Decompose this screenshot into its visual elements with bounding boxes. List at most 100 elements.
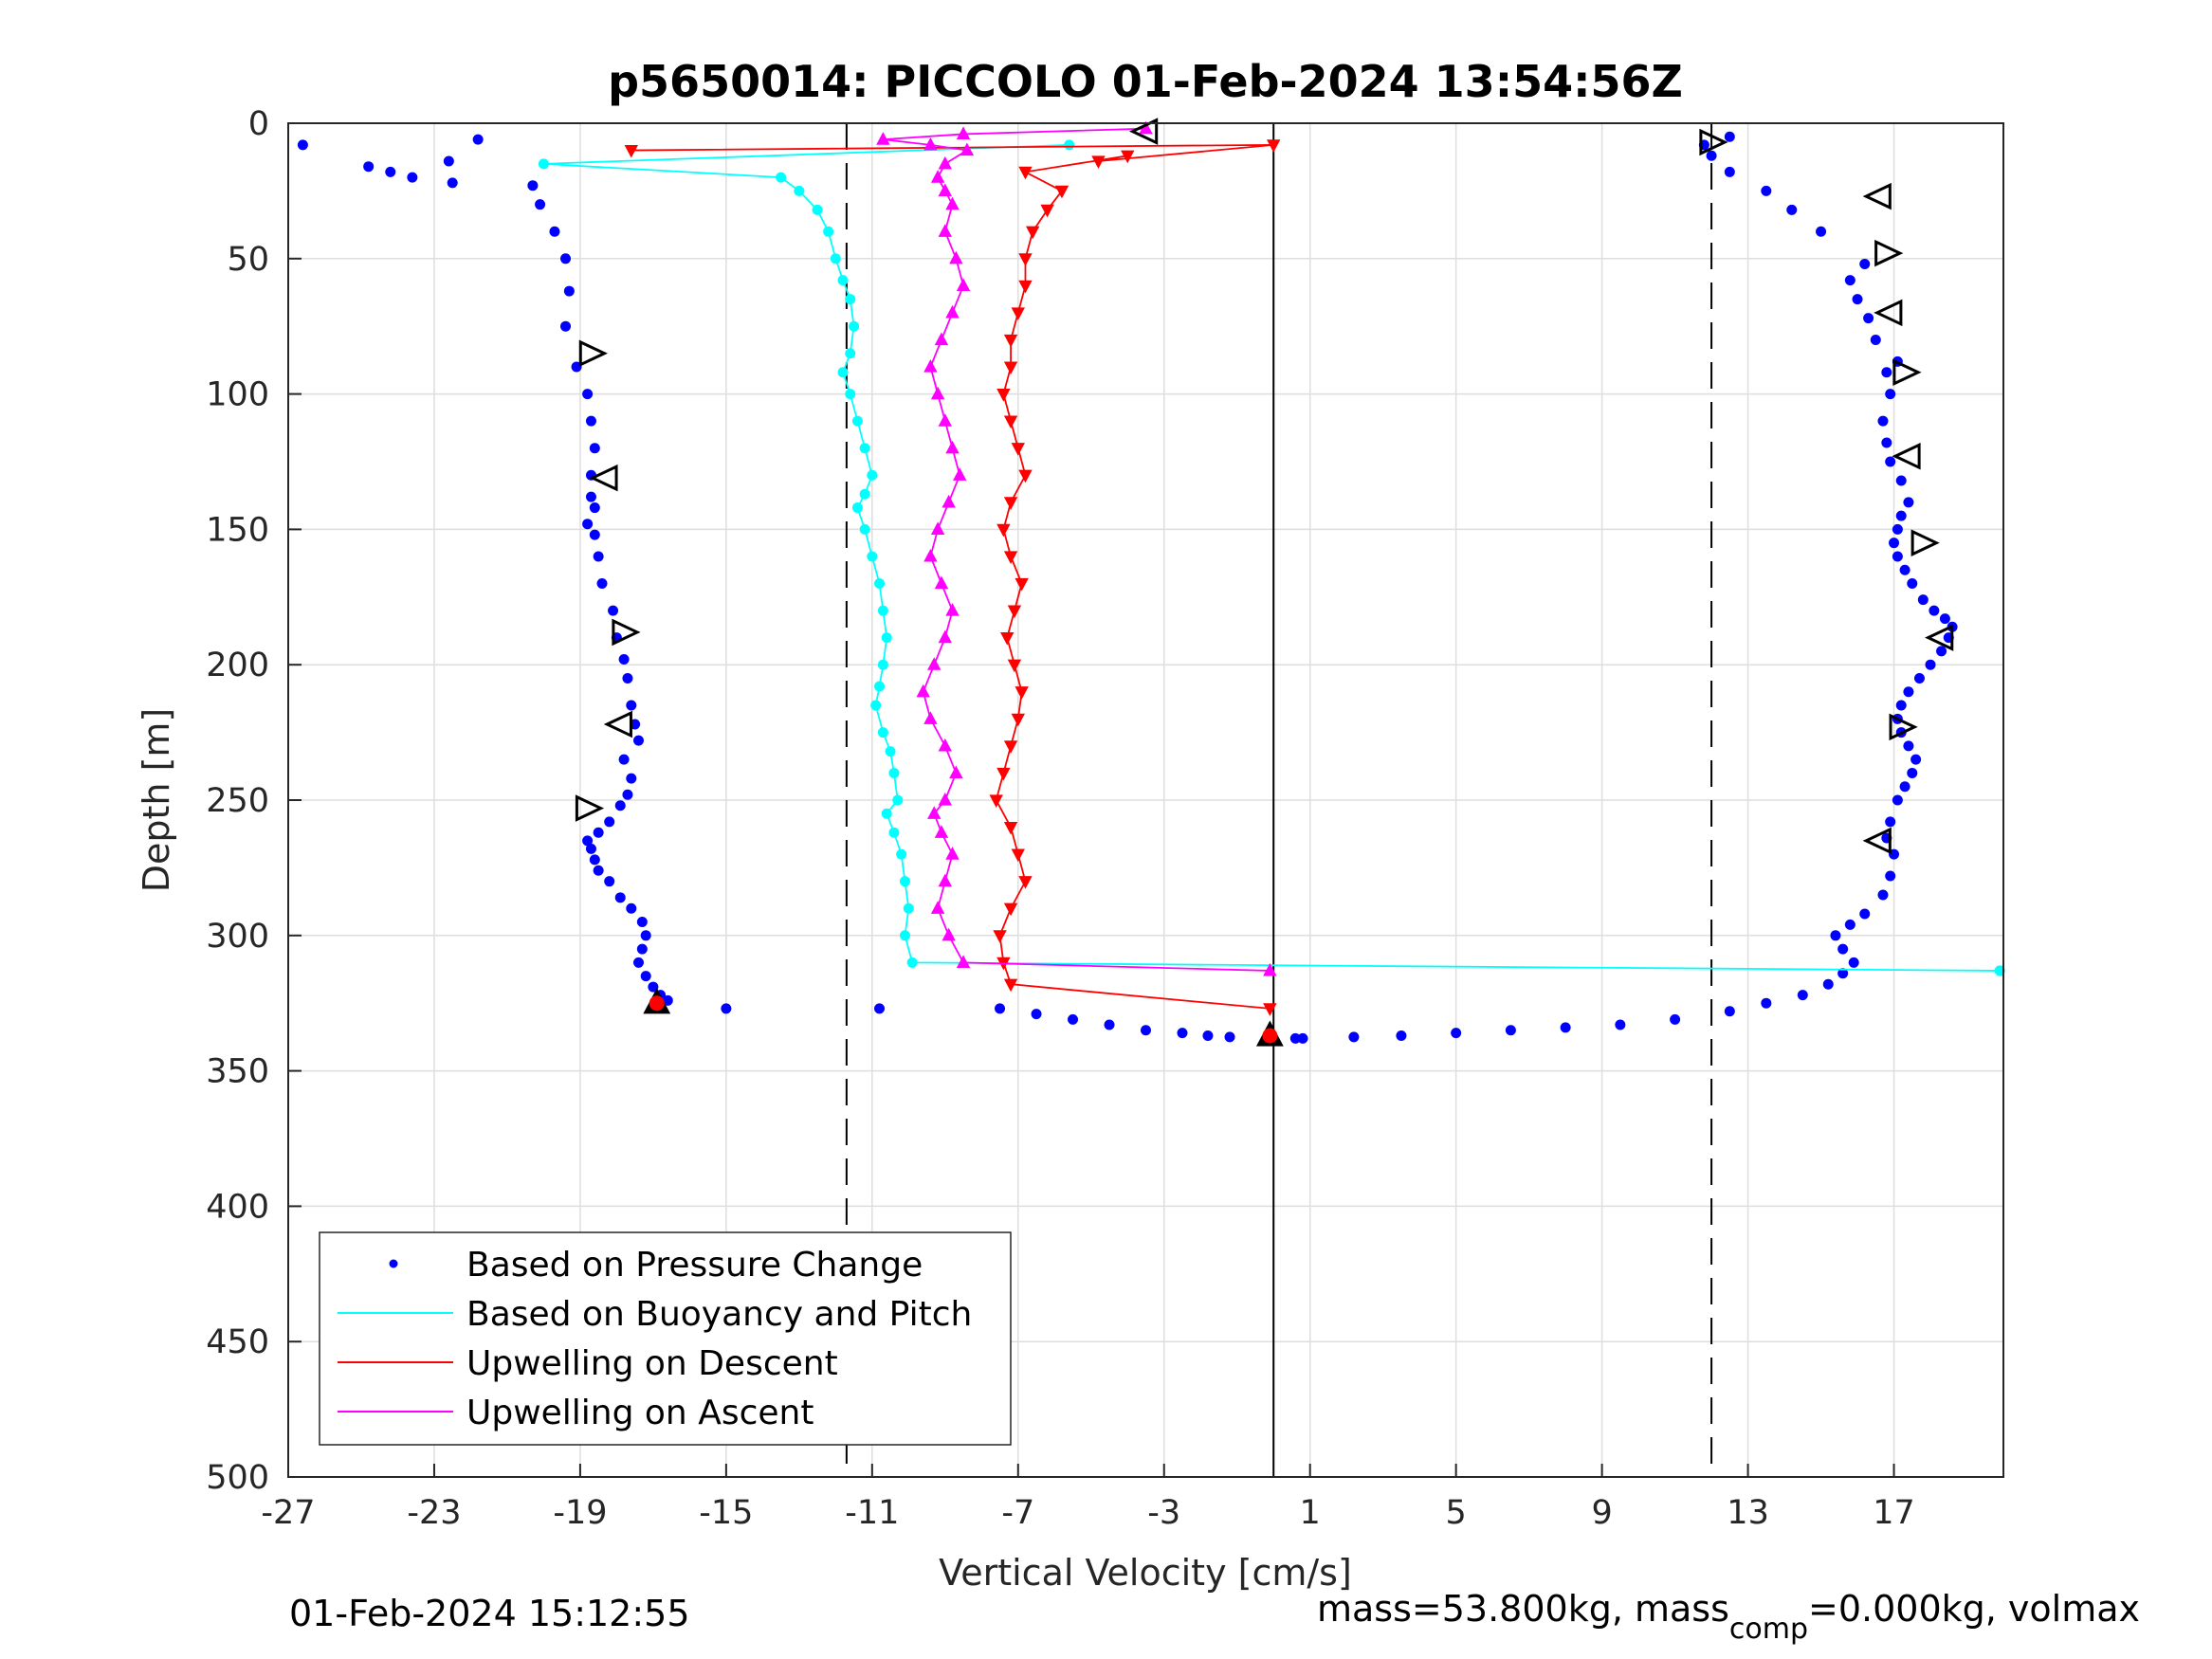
data-point — [1068, 1013, 1079, 1025]
data-point — [596, 578, 608, 590]
data-point — [956, 126, 971, 140]
data-point — [934, 575, 949, 590]
data-point — [1892, 794, 1903, 806]
data-point — [938, 629, 953, 644]
data-point — [1505, 1025, 1516, 1036]
data-point — [618, 653, 630, 665]
marker-point — [1874, 239, 1904, 267]
data-point — [903, 902, 914, 914]
footer-mass-suffix: =0.000kg, volmax — [1808, 1588, 2140, 1630]
data-point — [585, 491, 596, 502]
data-point — [1263, 962, 1277, 976]
data-point — [845, 389, 856, 400]
data-point — [995, 1003, 1006, 1014]
data-point — [1903, 497, 1914, 508]
data-point — [1121, 150, 1135, 164]
data-point — [1761, 185, 1772, 196]
y-tick-label: 450 — [206, 1323, 269, 1361]
data-point — [1177, 1028, 1188, 1039]
marker-point — [1892, 443, 1921, 470]
turn-marker-point — [649, 995, 665, 1012]
data-point — [949, 250, 963, 264]
data-point — [622, 789, 633, 800]
y-tick-label: 300 — [206, 918, 269, 956]
data-point — [626, 700, 637, 711]
data-point — [956, 278, 971, 291]
data-point — [945, 196, 960, 210]
data-point — [1917, 594, 1929, 606]
chart-title: p5650014: PICCOLO 01-Feb-2024 13:54:56Z — [608, 56, 1683, 107]
data-point — [1015, 577, 1029, 592]
data-point — [297, 139, 308, 151]
data-point — [1289, 1032, 1301, 1044]
x-tick-label: -11 — [845, 1494, 899, 1532]
data-point — [1011, 713, 1025, 727]
data-point — [614, 892, 626, 903]
data-point — [989, 794, 1003, 808]
data-point — [1018, 469, 1033, 483]
data-point — [934, 825, 949, 838]
data-point — [877, 605, 888, 616]
data-point — [930, 386, 945, 400]
data-point — [1003, 978, 1018, 993]
data-point — [585, 415, 596, 427]
data-point — [1139, 120, 1153, 135]
data-point — [560, 253, 572, 264]
data-point — [1848, 957, 1859, 968]
data-point — [938, 224, 953, 237]
y-axis-label: Depth [m] — [136, 708, 177, 893]
data-point — [1724, 166, 1735, 177]
data-point — [993, 930, 1007, 943]
data-point — [1925, 659, 1936, 670]
series-5 — [876, 120, 1277, 976]
y-tick-label: 50 — [227, 241, 269, 279]
data-point — [877, 659, 888, 670]
data-point — [1706, 150, 1717, 161]
data-point — [1297, 1032, 1308, 1044]
data-point — [589, 529, 600, 540]
data-point — [851, 502, 863, 514]
data-point — [1863, 313, 1874, 324]
data-point — [1018, 253, 1033, 266]
footer-timestamp: 01-Feb-2024 15:12:55 — [289, 1593, 690, 1634]
data-point — [1859, 908, 1871, 920]
data-point — [845, 294, 856, 305]
legend-box — [319, 1231, 1012, 1446]
data-point — [877, 727, 888, 738]
marker-point — [1892, 358, 1922, 387]
x-tick-label: 17 — [1873, 1494, 1915, 1532]
data-point — [1018, 280, 1033, 294]
data-point — [941, 927, 956, 941]
data-point — [1936, 646, 1947, 657]
data-point — [1011, 443, 1025, 456]
x-tick-label: 13 — [1727, 1494, 1769, 1532]
y-tick-label: 100 — [206, 376, 269, 414]
data-point — [1903, 740, 1914, 752]
data-point — [549, 226, 560, 237]
data-point — [1903, 686, 1914, 698]
data-point — [662, 994, 673, 1006]
data-point — [1018, 166, 1033, 180]
data-point — [582, 835, 594, 847]
series-6 — [575, 118, 1954, 855]
footer-mass-prefix: mass=53.800kg, mass — [1317, 1588, 1729, 1630]
marker-point — [1925, 624, 1954, 651]
data-point — [934, 332, 949, 346]
data-point — [1615, 1019, 1626, 1030]
data-point — [1797, 990, 1808, 1001]
data-point — [535, 199, 546, 210]
data-point — [1761, 997, 1772, 1009]
data-point — [1899, 564, 1910, 575]
data-point — [1007, 605, 1022, 619]
legend-label-ascent: Upwelling on Ascent — [466, 1394, 814, 1432]
data-point — [845, 348, 856, 359]
data-point — [830, 253, 841, 264]
data-point — [1913, 672, 1925, 684]
data-point — [1040, 204, 1054, 218]
y-tick-label: 200 — [206, 647, 269, 684]
data-point — [604, 816, 615, 828]
data-point — [1786, 204, 1798, 215]
data-point — [1003, 740, 1018, 754]
data-point — [447, 177, 458, 189]
data-point — [1895, 700, 1907, 711]
